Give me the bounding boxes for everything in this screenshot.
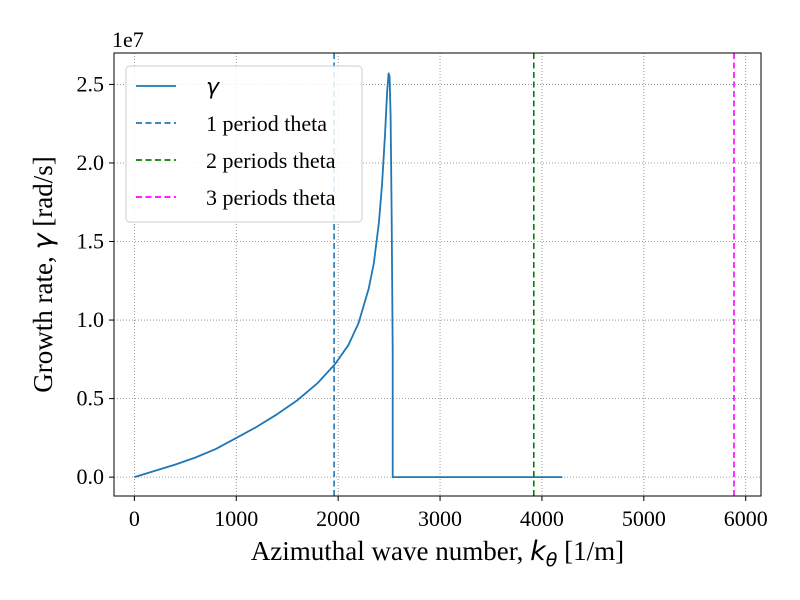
y-tick-label: 0.5 [77,386,105,411]
y-axis-label-prefix: Growth rate, [28,250,58,393]
y-tick-label: 0.0 [77,464,105,489]
x-axis-label-suffix: [1/m] [557,536,624,566]
legend-label: 3 periods theta [206,185,336,210]
x-tick-label: 5000 [622,506,666,531]
y-axis-label-suffix: [rad/s] [28,156,58,233]
grid [114,53,761,496]
y-tick-label: 1.0 [77,307,105,332]
legend-box [125,65,363,223]
plot-lines [134,53,735,496]
axes-frame [113,52,762,497]
legend: γ 1 period theta 2 periods theta 3 periods … [125,65,363,223]
x-axis-label-prefix: Azimuthal wave number, [251,536,530,566]
x-tick-label: 6000 [724,506,768,531]
x-tick-label: 1000 [214,506,258,531]
x-tick-label: 4000 [520,506,564,531]
x-axis-label-subscript: θ [546,549,558,571]
y-axis-label: Growth rate, γ [rad/s] [28,156,59,392]
legend-label: γ [206,75,220,100]
y-tick-label: 1.5 [77,229,105,254]
x-tick-label: 0 [129,506,140,531]
growth-rate-line [134,72,563,479]
legend-label: 1 period theta [206,111,327,136]
x-tick-label: 3000 [418,506,462,531]
legend-label: 2 periods theta [206,148,336,173]
y-axis-label-symbol: γ [28,232,59,250]
y-tick-label: 2.5 [77,71,105,96]
x-axis-label-symbol: k [530,536,547,567]
ticks: 0 1000 2000 3000 4000 5000 6000 0.0 0.5 1.0 1.5 2.0… [77,71,768,531]
y-tick-label: 2.0 [77,150,105,175]
y-offset-text: 1e7 [112,27,144,52]
x-axis-label: Azimuthal wave number, kθ [1/m] [251,536,624,571]
x-tick-label: 2000 [316,506,360,531]
